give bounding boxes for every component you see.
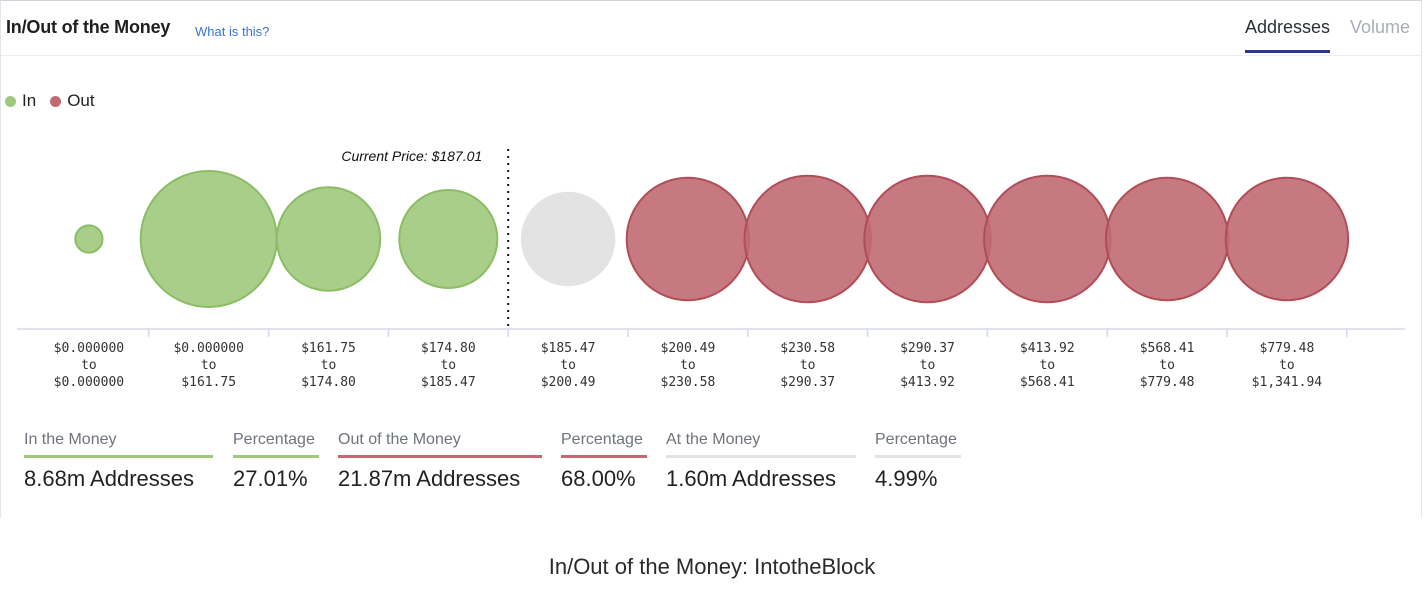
legend-in-swatch — [5, 95, 16, 107]
legend-item-out[interactable]: Out — [50, 91, 95, 111]
stat-value: 4.99% — [875, 466, 938, 491]
stat-in-percentage: Percentage 27.01% — [233, 431, 319, 492]
stat-label: Percentage — [561, 431, 647, 458]
stat-value: 1.60m Addresses — [666, 466, 836, 491]
x-tick-label: to — [1159, 358, 1175, 373]
x-tick-label: to — [81, 358, 97, 373]
x-tick-label: $1,341.94 — [1252, 375, 1323, 390]
chart-card: In/Out of the Money What is this? Addres… — [0, 0, 1422, 518]
bubble-out — [625, 176, 751, 302]
x-tick-label: $174.80 — [421, 341, 476, 356]
x-tick-label: $161.75 — [181, 375, 236, 390]
stat-at-percentage: Percentage 4.99% — [875, 431, 961, 492]
x-tick-label: $200.49 — [661, 341, 716, 356]
bubble-out — [743, 174, 872, 304]
x-tick-label: $568.41 — [1020, 375, 1075, 390]
x-tick-label: $230.58 — [661, 375, 716, 390]
x-tick-label: to — [321, 358, 337, 373]
x-tick-label: $174.80 — [301, 375, 356, 390]
card-title: In/Out of the Money — [6, 17, 171, 37]
tab-volume[interactable]: Volume — [1350, 17, 1411, 37]
x-tick-label: $779.48 — [1260, 341, 1315, 356]
bubble-in — [398, 189, 499, 289]
x-tick-label: $0.000000 — [54, 341, 124, 356]
x-tick-label: $200.49 — [541, 375, 596, 390]
x-tick-label: to — [201, 358, 217, 373]
legend-out-swatch — [50, 95, 62, 107]
figure-caption: In/Out of the Money: IntotheBlock — [548, 554, 876, 579]
x-tick-label: to — [680, 358, 696, 373]
stat-label: Percentage — [875, 431, 961, 458]
x-tick-label: $290.37 — [900, 341, 955, 356]
stat-label: Percentage — [233, 431, 319, 458]
bubble-in — [275, 186, 382, 292]
legend-item-in[interactable]: In — [5, 91, 36, 111]
bubble-out — [983, 174, 1112, 304]
card-header: In/Out of the Money What is this? Addres… — [1, 1, 1421, 56]
x-tick-label: $161.75 — [301, 341, 356, 356]
tab-addresses[interactable]: Addresses — [1245, 17, 1331, 53]
bubble-out — [1224, 176, 1350, 302]
current-price-label: Current Price: $187.01 — [341, 148, 482, 164]
stat-value: 8.68m Addresses — [24, 466, 194, 491]
x-tick-label: $230.58 — [780, 341, 835, 356]
bubble-in — [74, 224, 104, 254]
bubble-chart: $0.000000 to $0.000000 $0.000000 to $161.75 $1… — [17, 148, 1405, 390]
stat-at-the-money: At the Money 1.60m Addresses — [666, 431, 856, 492]
bubble-at — [520, 191, 616, 287]
x-tick-label: to — [920, 358, 936, 373]
x-tick-label: to — [1279, 358, 1295, 373]
stat-in-the-money: In the Money 8.68m Addresses — [24, 431, 213, 492]
x-tick-label: to — [1039, 358, 1055, 373]
legend-in-label: In — [22, 91, 37, 110]
x-tick-label: to — [800, 358, 816, 373]
x-tick-label: $779.48 — [1140, 375, 1195, 390]
legend-out-label: Out — [67, 91, 95, 110]
x-tick-label: $290.37 — [780, 375, 835, 390]
stat-value: 27.01% — [233, 466, 308, 491]
x-tick-label: $413.92 — [900, 375, 955, 390]
bubble-in — [139, 170, 278, 308]
stat-label: Out of the Money — [338, 431, 542, 458]
stat-value: 21.87m Addresses — [338, 466, 521, 491]
bubble-out — [1104, 176, 1230, 302]
x-tick-label: to — [440, 358, 456, 373]
x-tick-label: $0.000000 — [173, 341, 243, 356]
help-link[interactable]: What is this? — [195, 24, 270, 39]
legend: In Out — [5, 91, 109, 111]
stat-out-of-the-money: Out of the Money 21.87m Addresses — [338, 431, 542, 492]
stat-value: 68.00% — [561, 466, 636, 491]
bubble-out — [863, 174, 992, 304]
x-tick-label: $0.000000 — [54, 375, 124, 390]
stat-out-percentage: Percentage 68.00% — [561, 431, 647, 492]
stat-label: In the Money — [24, 431, 213, 458]
x-tick-label: $185.47 — [541, 341, 596, 356]
x-tick-label: $413.92 — [1020, 341, 1075, 356]
stat-label: At the Money — [666, 431, 856, 458]
x-tick-label: $568.41 — [1140, 341, 1195, 356]
x-tick-label: $185.47 — [421, 375, 476, 390]
x-tick-label: to — [560, 358, 576, 373]
